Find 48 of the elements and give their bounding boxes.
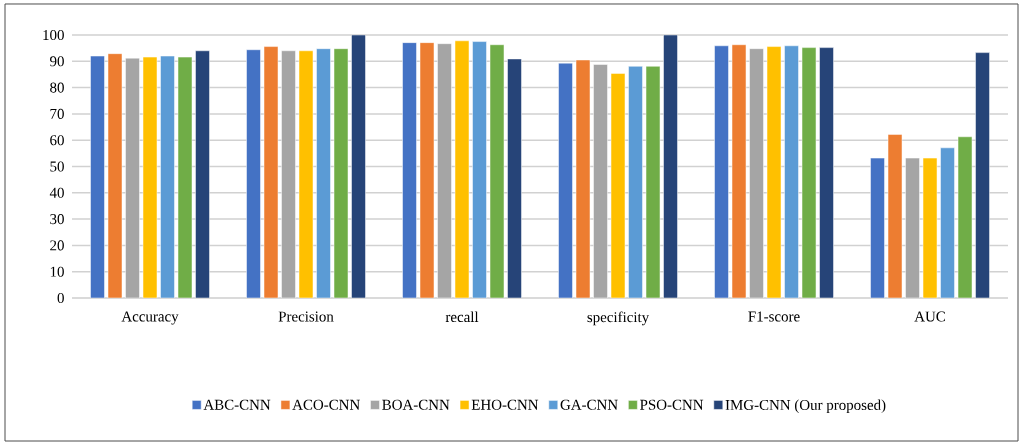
y-tick-label: 40 — [49, 187, 64, 198]
bar — [628, 66, 643, 298]
legend-label: ABC-CNN — [203, 399, 271, 410]
bar — [316, 48, 331, 298]
bar — [940, 147, 955, 298]
bar — [749, 48, 764, 298]
x-tick-label: F1-score — [748, 311, 800, 322]
legend-label: EHO-CNN — [471, 399, 539, 410]
bar — [905, 157, 920, 298]
bar — [351, 35, 366, 298]
bar — [90, 55, 105, 298]
bar — [160, 55, 175, 298]
legend-label: BOA-CNN — [382, 399, 450, 410]
bar — [819, 47, 834, 298]
y-tick-label: 100 — [43, 29, 64, 41]
bar — [558, 62, 573, 298]
y-tick-label: 70 — [50, 108, 64, 119]
y-tick-label: 90 — [50, 56, 64, 67]
legend-label: IMG-CNN (Our proposed) — [725, 399, 886, 414]
x-tick-label: Accuracy — [121, 311, 179, 325]
y-tick-label: 10 — [50, 266, 64, 277]
bar — [281, 50, 296, 298]
x-tick-label: recall — [445, 311, 479, 323]
bar — [663, 35, 678, 298]
y-tick-label: 0 — [57, 292, 64, 304]
bar — [870, 157, 885, 298]
x-tick-label: specificity — [587, 311, 650, 326]
bar — [472, 41, 487, 298]
x-tick-label: AUC — [914, 311, 945, 322]
bar — [975, 52, 990, 298]
legend-label: GA-CNN — [560, 399, 618, 410]
bar — [195, 50, 210, 298]
y-tick-label: 20 — [50, 240, 64, 251]
y-tick-label: 50 — [50, 161, 64, 172]
bar — [593, 64, 608, 298]
bar — [714, 45, 729, 298]
bar — [437, 43, 452, 298]
bar — [402, 42, 417, 298]
y-tick-label: 60 — [50, 135, 64, 146]
bar — [507, 58, 522, 298]
legend-label: ACO-CNN — [292, 399, 360, 410]
y-tick-label: 30 — [50, 214, 64, 225]
y-tick-label: 80 — [50, 82, 64, 93]
bar — [125, 57, 140, 298]
x-tick-label: Precision — [278, 311, 334, 322]
bar — [784, 45, 799, 298]
bar — [246, 49, 261, 298]
legend-label: PSO-CNN — [640, 399, 704, 410]
